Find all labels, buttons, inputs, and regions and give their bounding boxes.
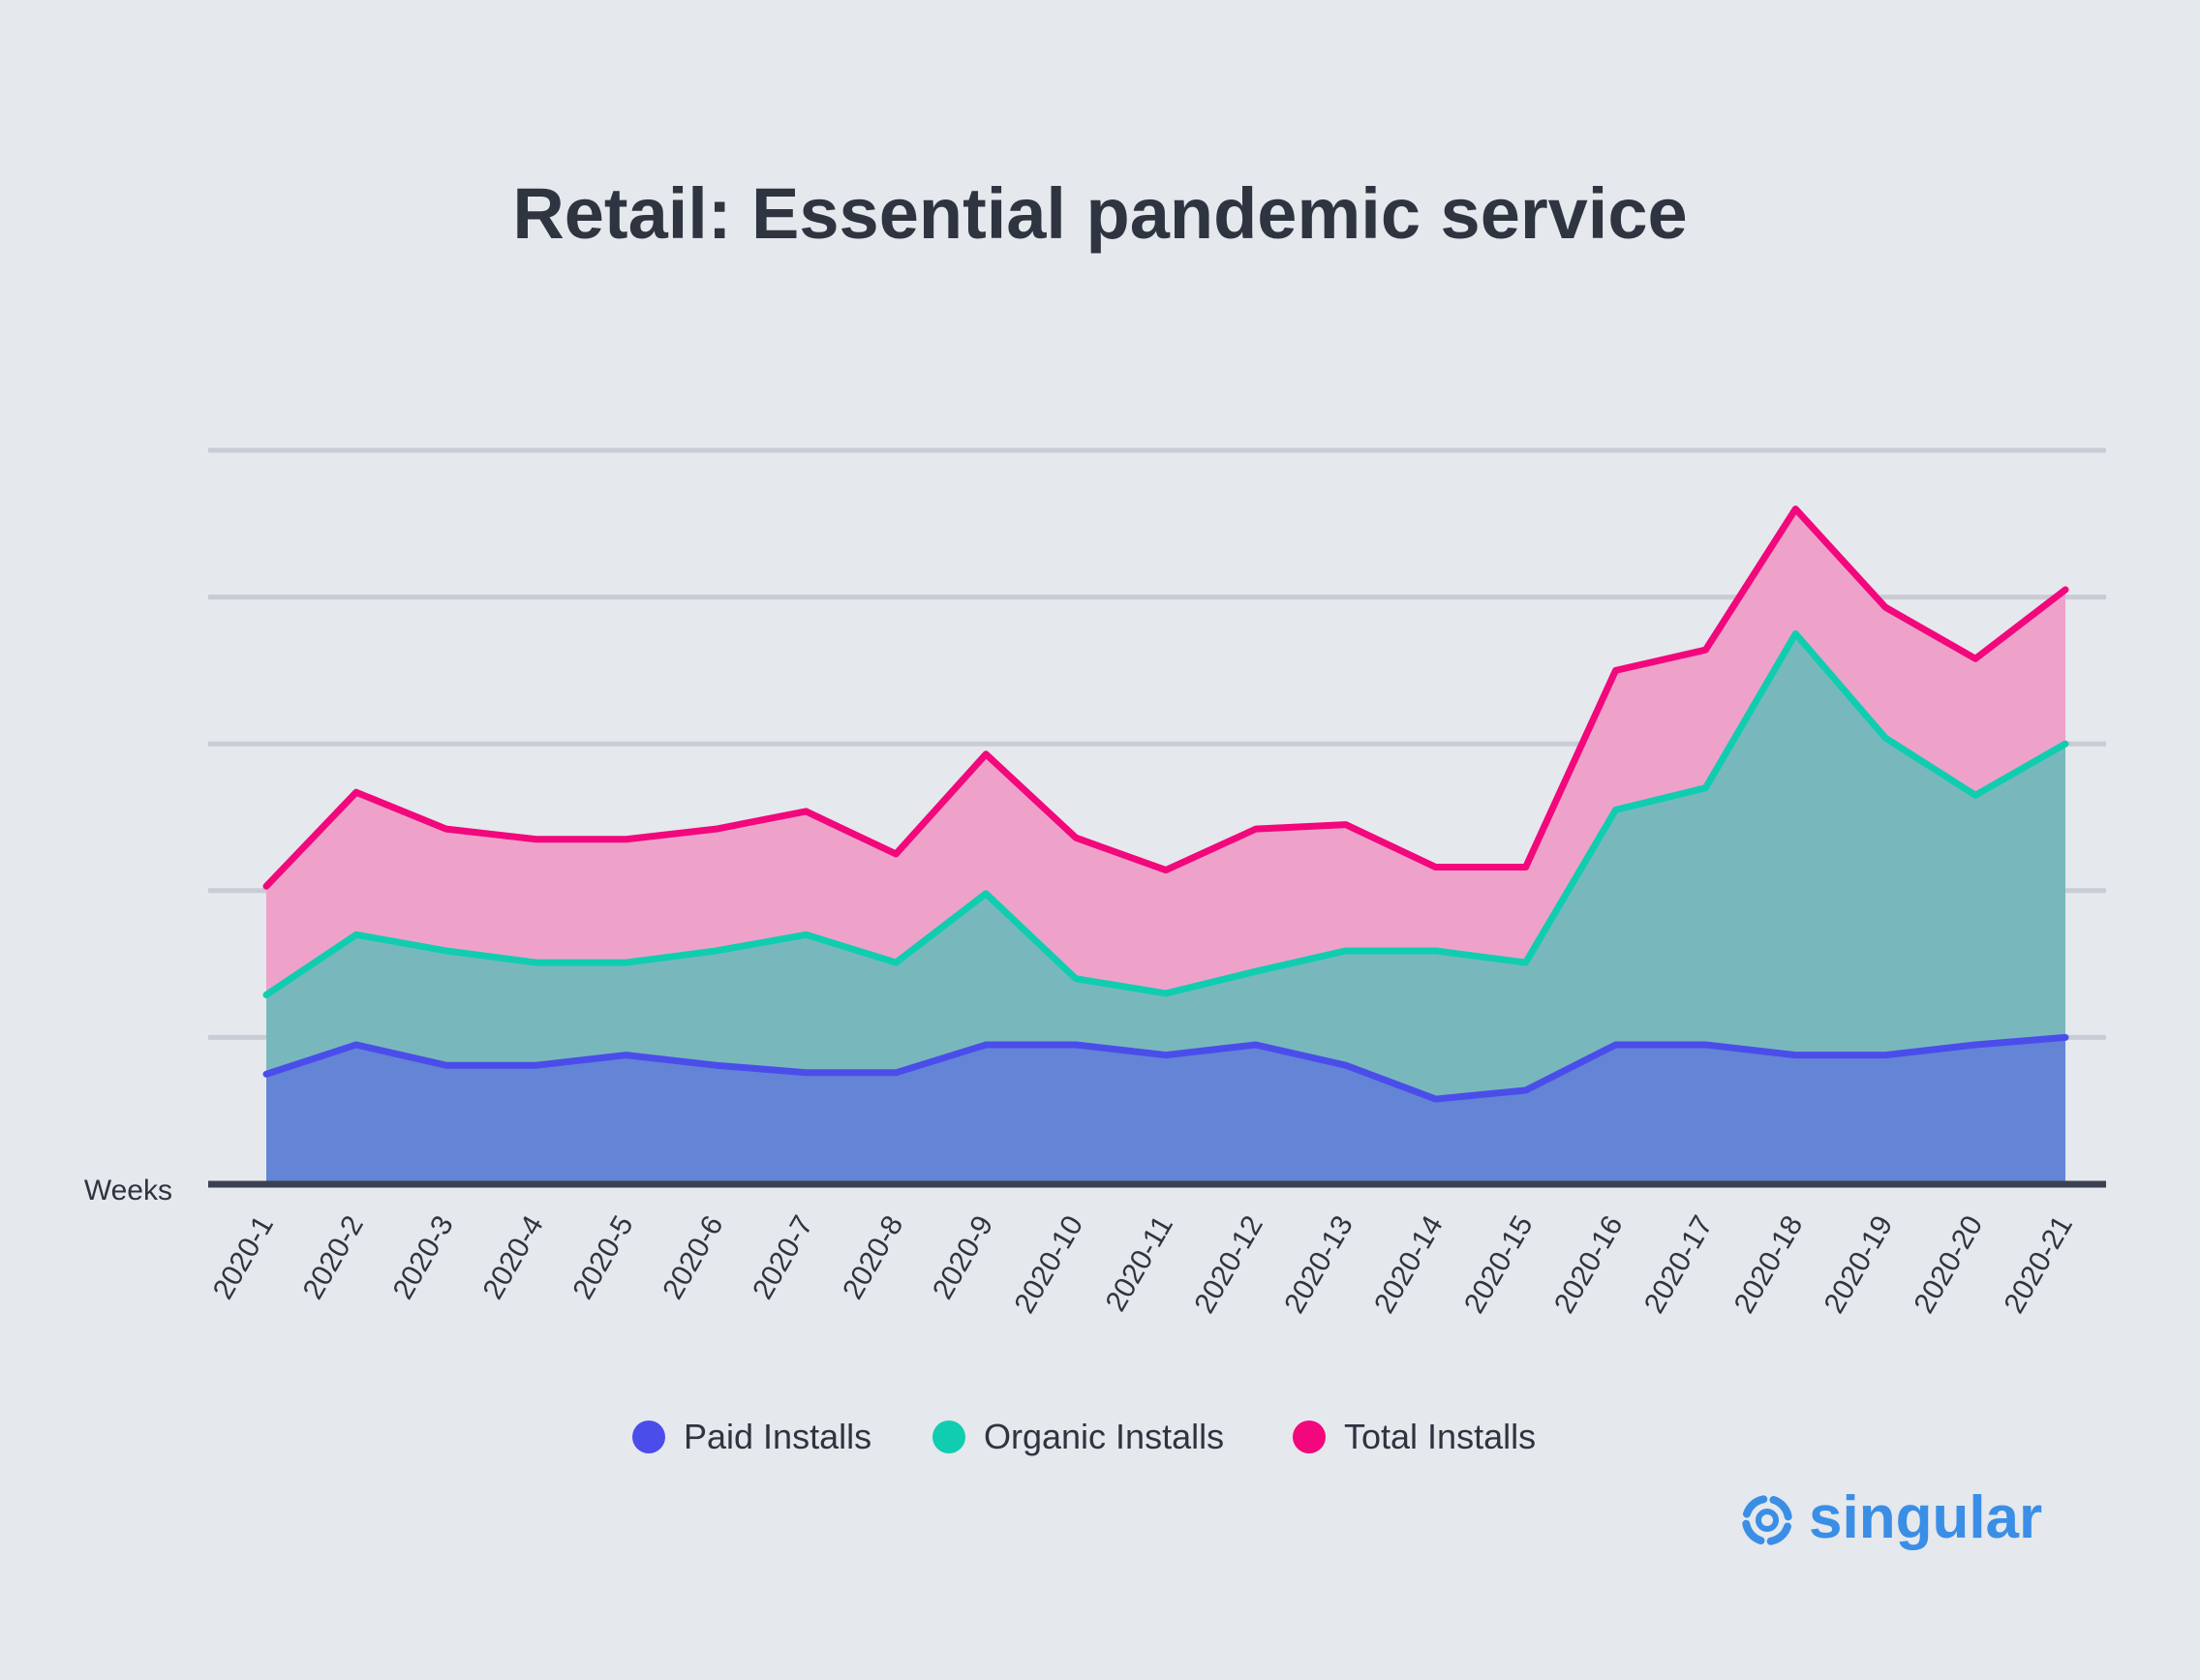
x-tick-label: 2020-15 <box>1458 1210 1540 1319</box>
x-tick-label: 2020-6 <box>657 1210 729 1304</box>
brand-logo: singular <box>1742 1484 2042 1551</box>
brand-name: singular <box>1809 1484 2042 1551</box>
x-tick-label: 2020-4 <box>476 1210 549 1304</box>
x-tick-label: 2020-14 <box>1368 1210 1450 1319</box>
chart-title: Retail: Essential pandemic service <box>512 173 1687 254</box>
line-total <box>262 505 2069 890</box>
legend-swatch-total <box>1293 1420 1326 1453</box>
x-tick-label: 2020-19 <box>1818 1210 1900 1319</box>
x-axis-label: Weeks <box>84 1175 172 1207</box>
line-organic <box>262 630 2069 998</box>
x-tick-label: 2020-18 <box>1728 1210 1810 1319</box>
area-paid <box>266 1037 2065 1184</box>
x-tick-label: 2020-5 <box>566 1210 639 1304</box>
series-lines <box>262 505 2069 1103</box>
x-tick-label: 2020-13 <box>1278 1210 1360 1319</box>
x-tick-label: 2020-9 <box>927 1210 999 1304</box>
legend-label-paid: Paid Installs <box>684 1417 871 1456</box>
legend-label-total: Total Installs <box>1344 1417 1536 1456</box>
legend-swatch-organic <box>932 1420 965 1453</box>
legend-swatch-paid <box>632 1420 665 1453</box>
legend: Paid Installs Organic Installs Total Insta… <box>632 1417 1536 1456</box>
x-tick-label: 2020-3 <box>387 1210 460 1304</box>
x-tick-label: 2020-21 <box>1998 1210 2079 1319</box>
x-tick-label: 2020-12 <box>1188 1210 1269 1319</box>
x-tick-label: 2020-11 <box>1100 1210 1180 1317</box>
area-fills <box>266 508 2065 1184</box>
x-tick-label: 2020-2 <box>297 1210 370 1304</box>
x-tick-label: 2020-17 <box>1638 1210 1720 1319</box>
x-tick-label: 2020-7 <box>747 1210 819 1304</box>
x-tick-label: 2020-10 <box>1009 1210 1090 1319</box>
x-tick-labels: 2020-1 2020-2 2020-3 2020-4 2020-5 2020-6 2020… <box>207 1210 2079 1319</box>
x-tick-label: 2020-20 <box>1909 1210 1990 1319</box>
x-tick-label: 2020-8 <box>837 1210 909 1304</box>
x-tick-label: 2020-1 <box>207 1210 280 1304</box>
legend-label-organic: Organic Installs <box>984 1417 1224 1456</box>
singular-swirl-icon <box>1742 1495 1792 1545</box>
x-tick-label: 2020-16 <box>1548 1210 1630 1319</box>
line-paid <box>262 1033 2069 1103</box>
